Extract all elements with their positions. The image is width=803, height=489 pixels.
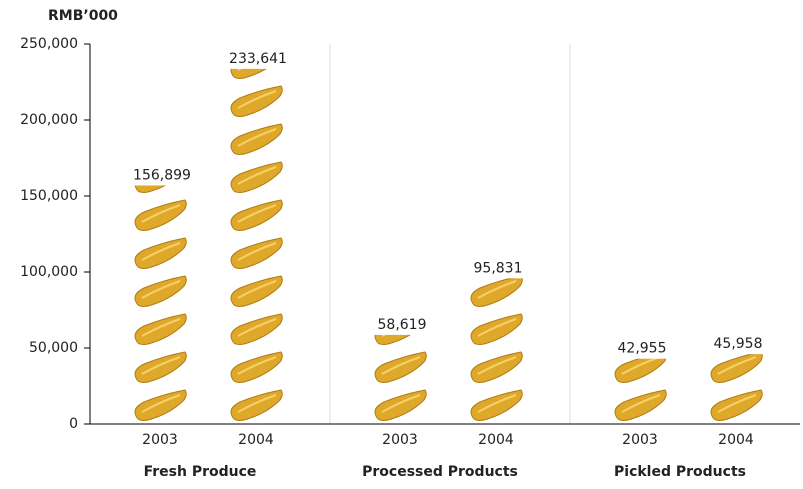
- pictograph-bar: [706, 354, 766, 424]
- x-tick-label: 2004: [238, 432, 274, 448]
- x-tick-label: 2004: [718, 432, 754, 448]
- y-tick-label: 50,000: [29, 340, 78, 356]
- value-label: 45,958: [714, 336, 763, 352]
- pictograph-bar: [130, 185, 190, 424]
- pictograph-bar: [226, 68, 286, 425]
- y-tick-label: 0: [69, 416, 78, 432]
- pictograph-bar: [610, 358, 670, 424]
- value-label: 233,641: [229, 51, 287, 67]
- y-tick-label: 150,000: [20, 188, 78, 204]
- y-axis-label: RMB’000: [48, 8, 118, 24]
- x-tick-label: 2003: [622, 432, 658, 448]
- pictograph-bar: [370, 334, 430, 424]
- group-label: Pickled Products: [614, 464, 746, 480]
- y-tick-label: 100,000: [20, 264, 78, 280]
- pictograph-bar: [466, 278, 526, 424]
- y-tick-label: 200,000: [20, 112, 78, 128]
- group-label: Fresh Produce: [144, 464, 257, 480]
- value-label: 42,955: [618, 341, 667, 357]
- x-tick-label: 2004: [478, 432, 514, 448]
- value-label: 156,899: [133, 168, 191, 184]
- group-label: Processed Products: [362, 464, 518, 480]
- value-label: 95,831: [474, 260, 523, 276]
- x-tick-label: 2003: [142, 432, 178, 448]
- value-label: 58,619: [378, 317, 427, 333]
- x-tick-label: 2003: [382, 432, 418, 448]
- y-tick-label: 250,000: [20, 36, 78, 52]
